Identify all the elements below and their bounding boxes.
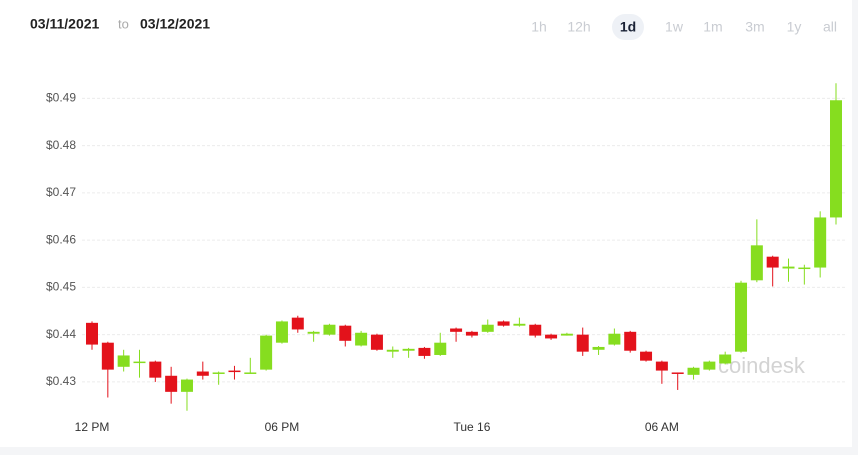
- range-button[interactable]: 1y: [787, 19, 802, 35]
- watermark: coindesk: [718, 353, 806, 378]
- candle-body: [402, 348, 415, 351]
- candle-body: [703, 361, 716, 370]
- plot: $0.43 $0.44 $0.45 $0.46 $0.47 $0.48 $0.49 coind…: [46, 83, 845, 434]
- candle-body: [244, 372, 257, 374]
- candle-body: [576, 334, 589, 352]
- range-button[interactable]: all: [823, 19, 837, 35]
- candle-body: [766, 256, 779, 268]
- range-button[interactable]: 12h: [567, 19, 590, 35]
- candle-body: [180, 379, 193, 392]
- x-tick-label: 06 AM: [645, 420, 679, 434]
- date-from: 03/11/2021: [30, 16, 100, 32]
- candle-body: [339, 325, 352, 341]
- candle-body: [133, 361, 146, 364]
- candle-body: [545, 334, 558, 339]
- candle-body: [624, 331, 637, 351]
- candle-body: [719, 354, 732, 364]
- x-tick-label: Tue 16: [453, 420, 490, 434]
- candle-body: [355, 332, 368, 346]
- candle-body: [86, 322, 98, 345]
- candle-body: [212, 372, 225, 374]
- range-selected-bg: [612, 14, 644, 40]
- y-tick-label: $0.46: [46, 232, 76, 246]
- range-button[interactable]: 1d: [620, 19, 636, 35]
- candle-body: [513, 323, 526, 326]
- candle-body: [275, 321, 288, 343]
- candle-body: [101, 342, 114, 370]
- y-tick-label: $0.43: [46, 374, 76, 388]
- x-tick-label: 12 PM: [75, 420, 110, 434]
- y-tick-label: $0.48: [46, 138, 76, 152]
- candle-body: [592, 346, 605, 350]
- candle-body: [735, 282, 748, 352]
- candle-body: [291, 317, 304, 330]
- candle-body: [750, 245, 763, 281]
- candle-body: [830, 100, 842, 218]
- candle-body: [640, 351, 653, 361]
- candle-body: [228, 370, 241, 373]
- candle-body: [117, 355, 130, 367]
- range-button[interactable]: 3m: [745, 19, 764, 35]
- candle-body: [608, 333, 621, 345]
- range-button[interactable]: 1w: [665, 19, 684, 35]
- range-button[interactable]: 1m: [703, 19, 722, 35]
- date-sep: to: [118, 16, 129, 31]
- candle-body: [323, 324, 336, 335]
- candle-body: [196, 371, 209, 376]
- candle-body: [386, 349, 399, 352]
- candle-body: [149, 361, 162, 378]
- candle-body: [260, 335, 273, 370]
- candle-body: [465, 331, 478, 336]
- candle-body: [798, 267, 811, 270]
- candle-body: [418, 347, 431, 356]
- candle-body: [165, 375, 178, 392]
- candle-body: [687, 367, 700, 375]
- y-tick-label: $0.45: [46, 280, 76, 294]
- x-tick-label: 06 PM: [265, 420, 300, 434]
- y-tick-label: $0.49: [46, 91, 76, 105]
- y-tick-label: $0.44: [46, 327, 76, 341]
- range-button[interactable]: 1h: [531, 19, 547, 35]
- candle-body: [782, 266, 795, 269]
- candle-body: [655, 361, 668, 371]
- candle-body: [481, 324, 494, 332]
- candle-body: [497, 321, 510, 326]
- card-bg: [0, 0, 852, 447]
- candle-body: [450, 328, 463, 332]
- candle-body: [307, 331, 320, 334]
- candle-body: [671, 372, 684, 374]
- date-to: 03/12/2021: [140, 16, 210, 32]
- candle-body: [370, 334, 383, 350]
- candle-body: [529, 324, 542, 336]
- candle-body: [560, 333, 573, 336]
- range-buttons: 1h 12h 1d 1w 1m 3m 1y all: [531, 14, 837, 40]
- y-tick-label: $0.47: [46, 185, 76, 199]
- candle-body: [434, 342, 447, 355]
- candle-body: [814, 217, 827, 268]
